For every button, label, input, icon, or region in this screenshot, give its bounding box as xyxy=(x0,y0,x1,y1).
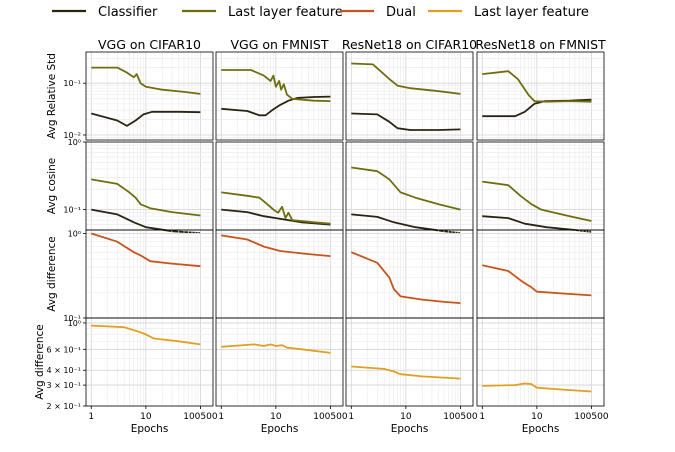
panel: 10⁻¹ 10⁰ xyxy=(63,138,214,234)
x-tick-label: 1 xyxy=(88,412,94,422)
x-tick-label: 1 xyxy=(218,412,224,422)
series-line xyxy=(351,166,461,211)
x-axis-label: Epochs xyxy=(261,423,299,435)
legend-label: Last layer feature xyxy=(228,5,343,20)
series-line xyxy=(221,191,331,225)
y-axis-label: Avg difference xyxy=(46,236,58,312)
series-line xyxy=(91,66,201,95)
x-axis-label: Epochs xyxy=(522,423,560,435)
panel xyxy=(215,51,344,141)
panel-frame xyxy=(215,229,344,319)
y-axis-label: Avg cosine xyxy=(46,158,58,214)
series-line xyxy=(221,234,331,257)
panel-frame xyxy=(345,229,474,319)
y-tick-label: 6 × 10⁻¹ xyxy=(47,345,82,354)
y-tick-label: 10⁻² xyxy=(63,131,81,140)
x-tick-label: 100500 xyxy=(574,412,609,422)
y-tick-label: 10⁻¹ xyxy=(63,314,81,323)
panel-frame xyxy=(476,229,605,319)
y-tick-label: 10⁰ xyxy=(68,138,81,147)
panel xyxy=(345,51,474,141)
legend: Classifier Last layer feature Dual Last lay… xyxy=(52,5,589,20)
panel-frame xyxy=(215,51,344,141)
series-line xyxy=(351,112,461,131)
x-tick-label: 100500 xyxy=(183,412,218,422)
series-line xyxy=(350,251,461,304)
x-tick-label: 100500 xyxy=(313,412,348,422)
column-title: ResNet18 on CIFAR10 xyxy=(342,37,477,52)
series-line xyxy=(351,365,461,380)
y-tick-label: 3 × 10⁻¹ xyxy=(47,381,82,390)
series-line xyxy=(351,62,461,95)
x-tick-label: 10 xyxy=(140,412,152,422)
series-line xyxy=(221,95,331,117)
panel-frame xyxy=(476,51,605,141)
panel-frame xyxy=(85,51,214,141)
series-line xyxy=(91,178,201,217)
panel-frame xyxy=(215,317,344,407)
x-tick-label: 1 xyxy=(479,412,485,422)
series-line xyxy=(482,264,592,297)
x-tick-label: 10 xyxy=(270,412,282,422)
series-line xyxy=(91,324,201,346)
panel-frame xyxy=(85,141,214,231)
y-tick-label: 10⁻¹ xyxy=(63,206,81,215)
panel-frame xyxy=(345,317,474,407)
series-line xyxy=(91,208,201,234)
x-axis-label: Epochs xyxy=(391,423,429,435)
panel-frame xyxy=(345,141,474,231)
legend-label: Last layer feature xyxy=(474,5,589,20)
y-tick-label: 10⁰ xyxy=(68,229,81,238)
y-tick-label: 10⁻¹ xyxy=(63,79,81,88)
panel: 10⁻¹ 10⁰ xyxy=(63,229,214,323)
column-title: ResNet18 on FMNIST xyxy=(475,37,606,52)
y-tick-label: 2 × 10⁻¹ xyxy=(47,402,82,411)
x-tick-label: 10 xyxy=(400,412,412,422)
y-tick-label: 4 × 10⁻¹ xyxy=(47,366,82,375)
panel xyxy=(345,141,474,234)
x-tick-label: 1 xyxy=(348,412,354,422)
panel: 10⁻² 10⁻¹ xyxy=(63,51,214,141)
panel: 1 10 100500 Epochs xyxy=(476,317,609,435)
panel-frame xyxy=(85,317,214,407)
series-line xyxy=(221,69,331,102)
series-line xyxy=(482,382,592,393)
series-line xyxy=(351,213,461,234)
panel: 1 10 100500 Epochs xyxy=(345,317,478,435)
x-axis-label: Epochs xyxy=(131,423,169,435)
panel: 1 10 100500 Epochs xyxy=(215,317,348,435)
x-tick-label: 100500 xyxy=(443,412,478,422)
column-title: VGG on CIFAR10 xyxy=(98,37,201,52)
panel xyxy=(476,141,605,233)
column-title: VGG on FMNIST xyxy=(230,37,328,52)
series-line xyxy=(91,110,201,127)
panel xyxy=(476,51,605,141)
legend-label: Dual xyxy=(386,5,416,20)
panel-frame xyxy=(476,317,605,407)
panel xyxy=(345,229,474,319)
series-line xyxy=(221,343,331,354)
legend-label: Classifier xyxy=(98,5,158,20)
panel-frame xyxy=(85,229,214,319)
panel-frame xyxy=(345,51,474,141)
series-line xyxy=(482,70,592,103)
panel xyxy=(476,229,605,319)
series-line xyxy=(221,208,331,226)
panel-frame xyxy=(215,141,344,231)
panel xyxy=(215,229,344,319)
y-axis-label: Avg difference xyxy=(34,324,46,400)
y-tick-label: 10⁰ xyxy=(68,319,81,328)
y-axis-label: Avg Relative Std xyxy=(46,53,58,139)
x-tick-label: 10 xyxy=(531,412,543,422)
panels: VGG on CIFAR10 VGG on FMNIST ResNet18 on C… xyxy=(34,37,609,435)
panel xyxy=(215,141,344,231)
series-line xyxy=(482,180,592,222)
series-line xyxy=(91,232,201,268)
panel: 2 × 10⁻¹ 3 × 10⁻¹ 4 × 10⁻¹ 6 × 10⁻¹ 10⁰ 1 10 10… xyxy=(47,317,218,435)
